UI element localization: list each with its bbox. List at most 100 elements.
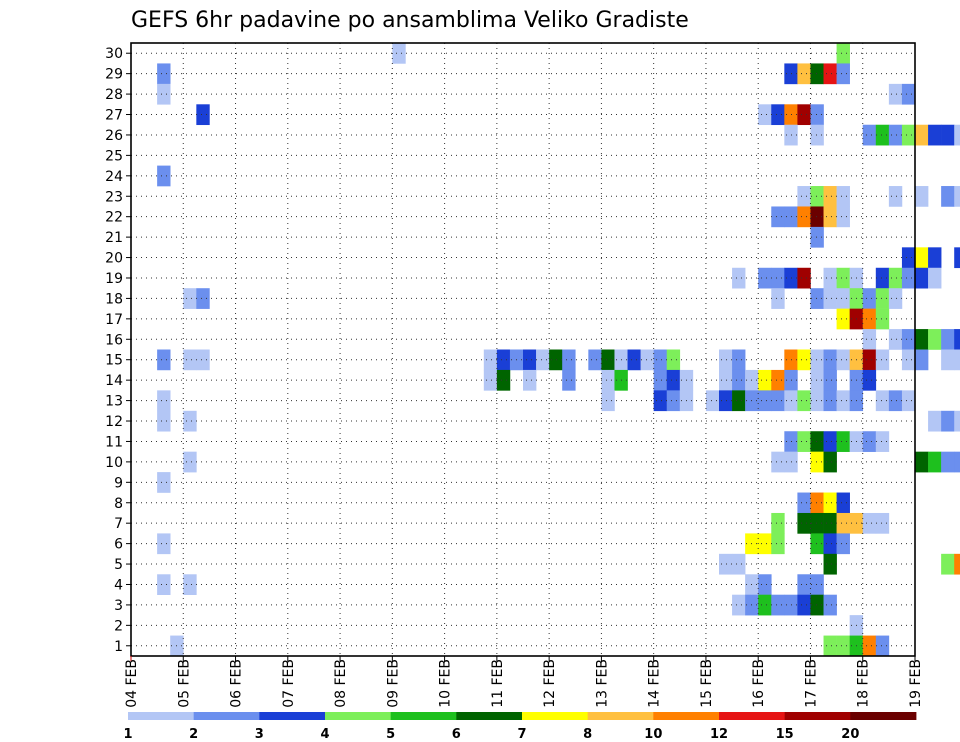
y-tick-label: 10 [105,455,123,471]
heatmap-cell [483,369,498,391]
heatmap-cell [928,329,942,350]
heatmap-cell [901,83,916,105]
heatmap-cell [901,349,916,371]
heatmap-cell [719,553,733,575]
legend-label: 20 [841,727,859,742]
heatmap-cell [797,104,811,126]
heatmap-cell [941,329,955,350]
y-tick-label: 19 [105,271,123,287]
heatmap-cell [836,186,850,207]
heatmap-cell [392,43,406,64]
heatmap-cell [862,124,877,146]
heatmap-cell [771,533,785,555]
heatmap-cell [836,308,850,330]
heatmap-cell [797,349,811,371]
heatmap-cell [915,267,929,289]
heatmap-cell [758,104,772,126]
legend-swatch [719,712,786,720]
legend-swatch [784,712,851,720]
heatmap-cell [862,288,877,309]
heatmap-cell [823,206,837,228]
heatmap-cell [797,267,811,289]
heatmap-cell [823,390,837,412]
y-tick-label: 29 [105,67,123,83]
heatmap-cell [915,349,929,371]
x-tick-label: 10 FEB [438,659,454,708]
heatmap-cell [705,390,720,412]
heatmap-cell [836,390,850,412]
heatmap-cell [771,288,785,309]
heatmap-cell [627,349,641,371]
heatmap-cell [875,288,890,309]
heatmap-cell [928,247,942,269]
x-tick-label: 18 FEB [856,659,872,708]
heatmap-cell [771,594,785,616]
legend-label: 10 [644,727,662,742]
y-tick-label: 14 [105,373,123,389]
heatmap-cell [941,451,955,473]
heatmap-cell [915,186,929,207]
heatmap-cell [523,369,537,391]
heatmap-cell [157,390,171,412]
heatmap-cell [601,390,615,412]
heatmap-cell [888,288,903,309]
x-tick-label: 14 FEB [647,659,663,708]
heatmap-cell [157,533,171,555]
heatmap-cell [928,451,942,473]
y-tick-label: 15 [105,353,123,369]
heatmap-cell [810,124,824,146]
heatmap-cell [823,553,837,575]
legend-swatch [193,712,260,720]
legend-label: 15 [776,727,794,742]
legend-label: 8 [583,727,592,742]
heatmap-cell [862,635,877,657]
heatmap-cell [823,635,837,657]
heatmap-cell [810,533,824,555]
heatmap-cell [157,410,171,432]
heatmap-cell [901,124,916,146]
heatmap-cell [719,369,733,391]
grid-lines [131,43,915,656]
heatmap-cell [875,635,890,657]
heatmap-cell [536,349,550,371]
heatmap-cell [758,574,772,595]
heatmap-cell [810,104,824,126]
y-tick-label: 1 [114,639,123,655]
heatmap-cell [941,410,955,432]
heatmap-cell [758,533,772,555]
heatmap-cell [954,329,960,350]
heatmap-cell [810,369,824,391]
heatmap-cell [732,594,746,616]
heatmap-cell [836,267,850,289]
heatmap-cell [823,349,837,371]
heatmap-cell [771,369,785,391]
heatmap-cell [823,267,837,289]
x-tick-label: 19 FEB [908,659,924,708]
heatmap-cell [183,288,197,309]
heatmap-cell [836,635,850,657]
legend-label: 3 [255,727,264,742]
legend-swatch [456,712,523,720]
heatmap-cell [836,206,850,228]
heatmap-cell [823,431,837,452]
heatmap-cell [823,451,837,473]
heatmap-cell [810,186,824,207]
x-tick-label: 06 FEB [229,659,245,708]
heatmap-cell [954,186,960,207]
heatmap-cell [862,308,877,330]
heatmap-cell [862,329,877,350]
heatmap-cell [183,349,197,371]
y-tick-label: 9 [114,475,123,491]
heatmap-cell [941,349,955,371]
heatmap-cell [797,431,811,452]
legend-swatch [128,712,195,720]
y-tick-label: 2 [114,618,123,634]
heatmap-cell [810,349,824,371]
heatmap-cell [601,369,615,391]
legend-label: 7 [517,727,526,742]
heatmap-cell [823,492,837,514]
heatmap-cell [640,349,654,371]
legend-label: 4 [320,727,329,742]
